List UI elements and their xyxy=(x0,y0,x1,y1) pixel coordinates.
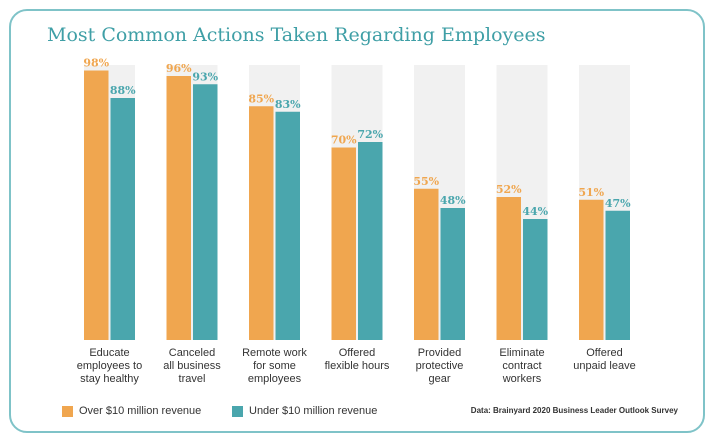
data-label-under-10m-6: 44% xyxy=(522,205,548,218)
legend-swatch-orange xyxy=(62,405,73,417)
bar-over-10m-5 xyxy=(414,188,439,340)
bar-over-10m-6 xyxy=(496,197,521,340)
bar-over-10m-1 xyxy=(84,70,109,340)
bar-under-10m-1 xyxy=(110,98,135,340)
bar-over-10m-3 xyxy=(249,106,274,340)
data-label-over-10m-7: 51% xyxy=(578,186,604,199)
bar-under-10m-3 xyxy=(275,111,300,340)
data-label-over-10m-5: 55% xyxy=(413,175,439,188)
data-label-over-10m-4: 70% xyxy=(331,134,357,147)
bar-over-10m-2 xyxy=(166,76,191,340)
bar-over-10m-4 xyxy=(331,147,356,340)
category-label-2: Canceled all business travel xyxy=(163,347,221,385)
category-label-1: Educate employees to stay healthy xyxy=(76,347,143,385)
source-note: Data: Brainyard 2020 Business Leader Out… xyxy=(470,406,678,415)
legend-swatch-teal xyxy=(232,405,243,417)
bar-under-10m-2 xyxy=(193,84,218,340)
legend-label-over-10m: Over $10 million revenue xyxy=(79,405,202,417)
legend-item-under-10m: Under $10 million revenue xyxy=(232,405,377,417)
bar-under-10m-7 xyxy=(605,210,630,340)
category-label-7: Offered unpaid leave xyxy=(573,347,636,372)
data-label-under-10m-3: 83% xyxy=(275,98,301,111)
data-label-over-10m-2: 96% xyxy=(166,62,192,75)
bar-under-10m-6 xyxy=(523,219,548,340)
chart-title: Most Common Actions Taken Regarding Empl… xyxy=(47,24,546,46)
legend-item-over-10m: Over $10 million revenue xyxy=(62,405,201,417)
category-label-4: Offered flexible hours xyxy=(324,347,390,372)
data-label-under-10m-2: 93% xyxy=(192,70,218,83)
legend-label-under-10m: Under $10 million revenue xyxy=(249,405,378,417)
data-label-under-10m-1: 88% xyxy=(110,84,136,97)
bar-under-10m-5 xyxy=(440,208,465,340)
data-label-under-10m-5: 48% xyxy=(440,194,466,207)
category-label-6: Eliminate contract workers xyxy=(499,347,545,385)
data-label-over-10m-3: 85% xyxy=(248,92,274,105)
bar-over-10m-7 xyxy=(579,199,604,340)
data-label-under-10m-4: 72% xyxy=(357,128,383,141)
category-label-3: Remote work for some employees xyxy=(242,347,307,385)
category-label-5: Provided protective gear xyxy=(415,347,464,385)
data-label-under-10m-7: 47% xyxy=(605,197,631,210)
data-label-over-10m-1: 98% xyxy=(83,57,109,70)
data-label-over-10m-6: 52% xyxy=(496,183,522,196)
bar-under-10m-4 xyxy=(358,142,383,340)
